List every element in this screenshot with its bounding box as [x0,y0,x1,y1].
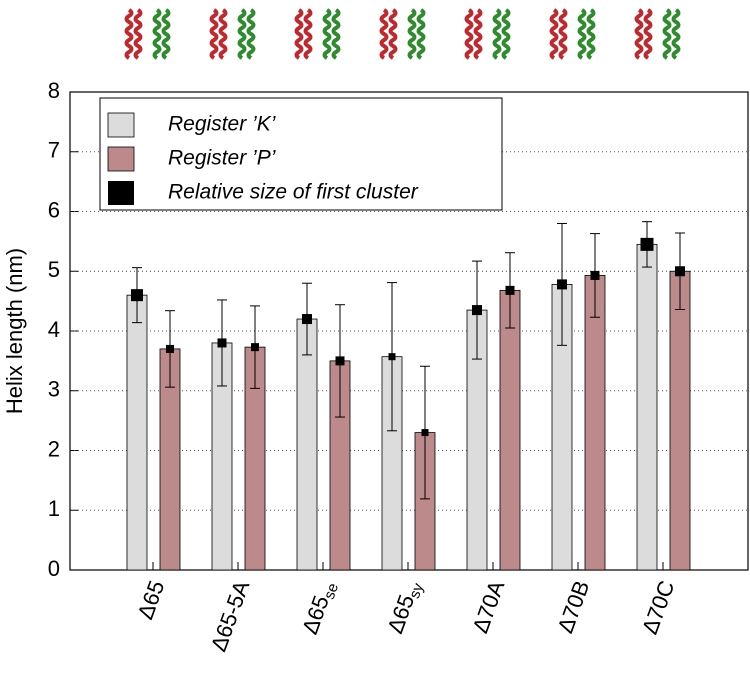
helix [379,8,389,60]
helix [473,8,483,60]
legend-label: Register ’K’ [168,113,276,136]
cluster-marker [131,289,143,302]
bar [636,243,658,571]
helix [643,8,653,60]
helix [464,8,474,60]
helix [294,8,304,60]
x-tick-label: Δ65se [297,577,342,638]
x-tick-label: Δ70C [637,577,679,637]
legend-box [99,97,503,211]
x-tick-label: Δ70B [552,577,594,636]
bar [669,270,691,571]
x-tick-label: Δ65-5A [206,577,255,655]
bar [296,318,318,571]
bar [126,294,148,571]
cluster-marker [302,314,312,325]
helix [662,8,672,60]
cluster-marker [251,343,259,352]
cluster-marker [388,353,396,361]
cluster-marker [166,344,174,353]
helix [303,8,313,60]
x-tick-label: Δ65sy [382,577,427,638]
helix [322,8,332,60]
plot-frame [69,91,749,571]
x-tick-label-text: Δ65 [132,577,169,622]
y-axis-label: Helix length (nm) [2,248,27,414]
x-tick-label-text: Δ70A [467,577,509,636]
y-tick-label: 1 [48,496,60,521]
cluster-marker [640,237,654,251]
x-tick-label-text: Δ70B [552,577,594,636]
bar [499,289,521,571]
helix [133,8,143,60]
x-tick-label-text: Δ65-5A [206,577,255,655]
helix [124,8,134,60]
cluster-marker [557,279,567,290]
y-tick-label: 0 [48,556,60,581]
bar [584,275,606,571]
helix [558,8,568,60]
helix [161,8,171,60]
legend-swatch [107,112,135,138]
structure-images [124,8,681,60]
helix [492,8,502,60]
y-tick-label: 8 [48,78,60,103]
helix [549,8,559,60]
helix [407,8,417,60]
legend-swatch [108,181,134,205]
cluster-marker [217,338,227,348]
helix [331,8,341,60]
cluster-marker [472,305,482,316]
helix [246,8,256,60]
helix [388,8,398,60]
helix [634,8,644,60]
x-tick-label-subscript: se [321,581,342,602]
legend-label: Relative size of first cluster [168,181,419,204]
helix [416,8,426,60]
x-tick-label-subscript: sy [406,580,427,600]
legend-label: Register ’P’ [168,147,276,170]
helix [501,8,511,60]
cluster-marker [675,266,685,277]
y-tick-label: 4 [48,317,60,342]
cluster-marker [590,270,600,280]
cluster-marker [335,356,345,366]
y-tick-label: 2 [48,436,60,461]
helix [152,8,162,60]
cluster-marker [421,429,429,437]
legend-swatch [107,146,135,172]
y-tick-label: 7 [48,138,60,163]
y-tick-label: 6 [48,197,60,222]
helix [218,8,228,60]
helix [671,8,681,60]
y-tick-label: 5 [48,257,60,282]
x-tick-label-text: Δ70C [637,577,679,637]
y-tick-label: 3 [48,377,60,402]
x-tick-label: Δ70A [467,577,509,636]
x-tick-label: Δ65 [132,577,169,622]
helix [586,8,596,60]
helix [237,8,247,60]
cluster-marker [505,285,515,295]
helix [209,8,219,60]
helix [577,8,587,60]
